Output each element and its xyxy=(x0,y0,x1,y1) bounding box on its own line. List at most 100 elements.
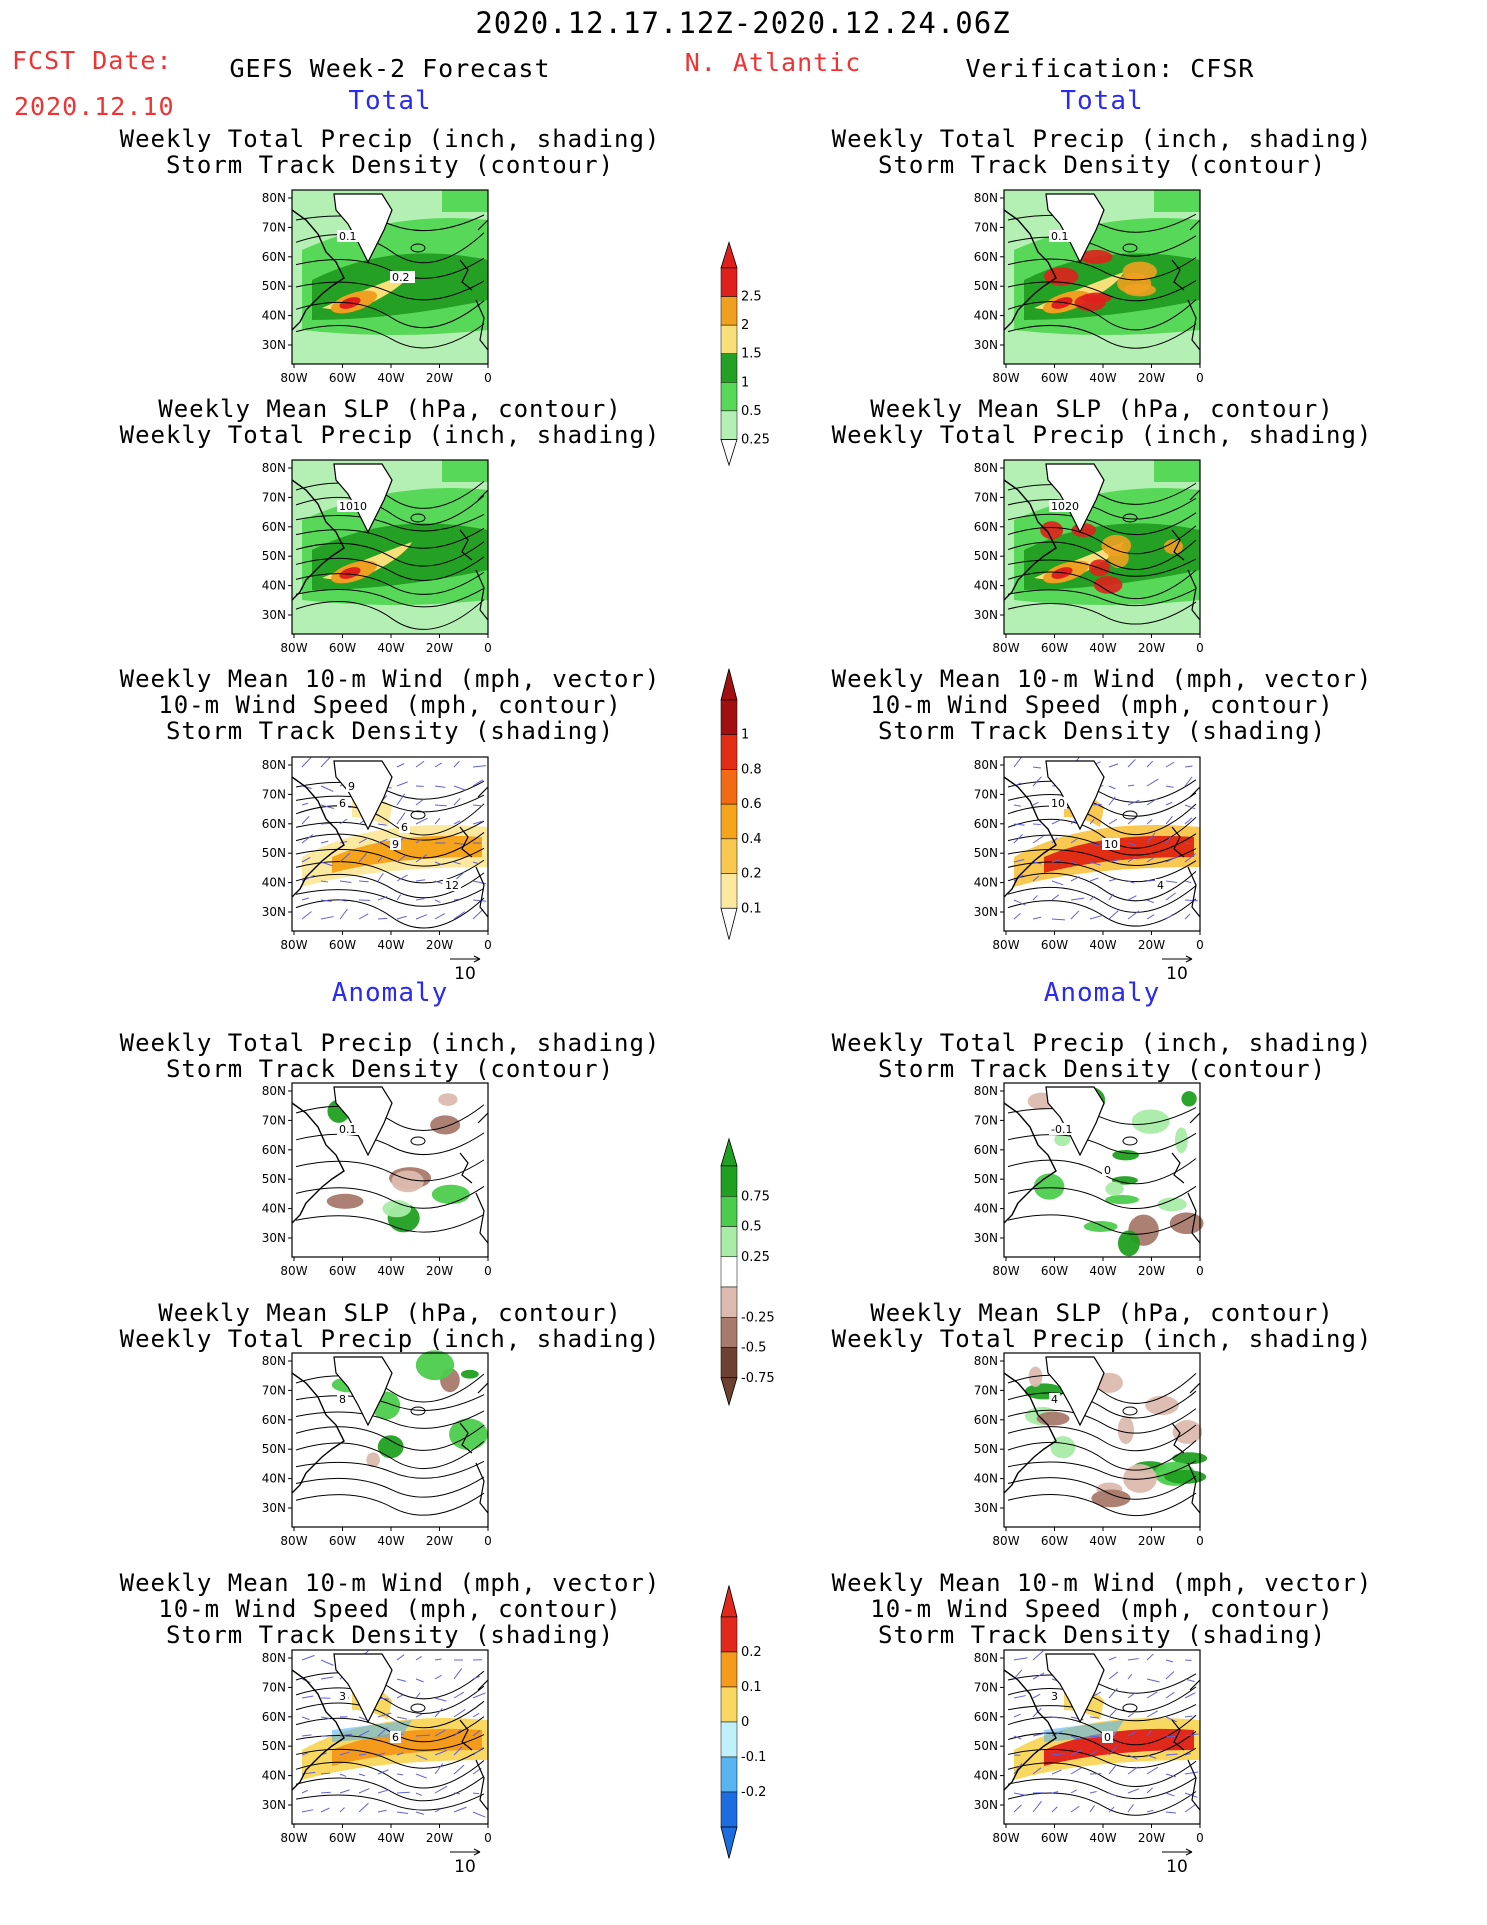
wind-vector xyxy=(1051,1806,1058,1813)
lat-tick-label: 80N xyxy=(974,1651,998,1665)
wind-vector xyxy=(434,817,441,825)
anomaly-shading-blob xyxy=(1157,1197,1187,1212)
contour-label-bg xyxy=(346,780,357,792)
colorbar-label: -0.2 xyxy=(741,1785,766,1800)
colorbar-top-arrow xyxy=(720,1585,738,1618)
contour-label: 9 xyxy=(348,780,355,793)
wind-vector xyxy=(377,1727,388,1737)
greenland-outline xyxy=(333,463,393,534)
contour-line xyxy=(1007,525,1197,555)
contour-line xyxy=(1007,213,1197,233)
wind-vector xyxy=(472,1675,480,1680)
wind-vector xyxy=(396,1791,410,1794)
lat-tick-label: 60N xyxy=(262,520,286,534)
wind-vector xyxy=(396,1678,407,1682)
precip-shading-cell xyxy=(1101,534,1132,557)
precip-shading-ne xyxy=(442,460,488,482)
anomaly-shading-blob xyxy=(1111,1176,1138,1185)
wind-vector xyxy=(472,880,487,885)
greenland-outline xyxy=(333,760,393,831)
wind-vector xyxy=(415,1656,422,1661)
track-shading-inner xyxy=(1044,835,1194,873)
greenland-outline xyxy=(333,1086,393,1157)
panel-title-slp_precip-total-right-line1: Weekly Mean SLP (hPa, contour) xyxy=(870,395,1334,423)
wind-vector xyxy=(377,838,388,844)
wind-vector xyxy=(1051,1753,1066,1756)
wind-vector xyxy=(453,1806,467,1813)
map-panel-p2_left: 1010 80N 70N 60N 50N 40N 30N 80W 60W 40W 20W 0 xyxy=(262,459,492,655)
wind-vector xyxy=(1070,897,1085,901)
contour-label-bg xyxy=(1102,838,1120,850)
europe-coastline xyxy=(459,219,489,351)
wind-vector xyxy=(434,762,443,768)
lon-tick-label: 20W xyxy=(1138,1831,1165,1845)
wind-vector xyxy=(1184,899,1198,902)
wind-vector xyxy=(1184,880,1192,884)
wind-vector xyxy=(434,1697,447,1702)
contour-line xyxy=(1007,1424,1197,1452)
wind-vector xyxy=(415,798,424,806)
wind-vector xyxy=(358,837,369,844)
map-panel-p4_left: 0.1 80N 70N 60N 50N 40N 30N 80W 60W 40W 20W 0 xyxy=(262,1082,492,1278)
lat-tick-label: 70N xyxy=(262,1680,286,1694)
wind-vector xyxy=(434,1708,443,1718)
panel-title-wind_track-total-right-line2: 10-m Wind Speed (mph, contour) xyxy=(870,691,1334,719)
colorbar-segment xyxy=(720,699,738,735)
wind-vector xyxy=(1070,861,1078,865)
contour-line xyxy=(1007,539,1197,570)
contour-line xyxy=(295,571,485,595)
wind-vector xyxy=(1089,1805,1095,1813)
wind-vector xyxy=(1146,760,1154,768)
wind-vector xyxy=(339,880,352,884)
wind-vector xyxy=(453,1746,463,1756)
contour-line xyxy=(295,495,485,526)
map-panel-p1_right: 0.1 80N 70N 60N 50N 40N 30N 80W 60W 40W 20W 0 xyxy=(974,189,1204,385)
wind-vector xyxy=(415,1792,423,1796)
lat-tick-label: 40N xyxy=(974,579,998,593)
wind-vector xyxy=(377,1769,389,1775)
europe-coastline xyxy=(459,1679,489,1811)
wind-vector xyxy=(377,1789,390,1794)
wind-vector xyxy=(434,1750,447,1756)
wind-vector xyxy=(1108,1687,1118,1699)
colorbar-label: 1.5 xyxy=(741,347,762,362)
wind-vector xyxy=(1108,1792,1117,1797)
wind-vector xyxy=(396,1694,403,1699)
wind-vector xyxy=(415,854,428,863)
wind-vector xyxy=(1032,1693,1041,1699)
wind-vector xyxy=(453,1709,466,1718)
contour-line xyxy=(1007,1791,1197,1816)
lon-tick-label: 0 xyxy=(1196,1264,1204,1278)
lon-tick-label: 40W xyxy=(1089,641,1116,655)
wind-vector xyxy=(301,1809,314,1813)
colorbar-segment xyxy=(720,1286,738,1318)
lat-tick-label: 60N xyxy=(262,1413,286,1427)
precip-shading-ne xyxy=(442,190,488,212)
wind-vector xyxy=(396,781,408,787)
colorbar-segment xyxy=(720,410,738,440)
wind-vector xyxy=(1127,1712,1134,1718)
north-america-coastline xyxy=(291,479,345,601)
wind-vector xyxy=(472,1811,486,1818)
wind-vector xyxy=(472,1747,484,1756)
lon-tick-label: 0 xyxy=(484,371,492,385)
europe-coastline xyxy=(1171,1382,1201,1514)
wind-vector xyxy=(1184,817,1193,825)
colorbar-segment xyxy=(720,734,738,770)
wind-vector xyxy=(1089,914,1103,920)
map-background xyxy=(292,1083,488,1257)
wind-vector xyxy=(396,1773,404,1776)
wind-vector xyxy=(1051,880,1064,886)
wind-vector xyxy=(396,793,406,806)
vector-scale-label: 10 xyxy=(1166,964,1188,984)
wind-vector xyxy=(1013,804,1021,807)
map-panel-p3_right: 10 10 4 80N 70N 60N 50N 40N 30N 80W 60W 40W 20W 0 10 xyxy=(974,756,1204,984)
anomaly-shading-blob xyxy=(1091,1489,1131,1508)
wind-vector xyxy=(1032,1650,1044,1661)
map-frame xyxy=(1003,1082,1201,1258)
contour-line xyxy=(1007,497,1197,520)
wind-vector xyxy=(1108,1656,1117,1661)
precip-shading-cell xyxy=(1079,249,1113,264)
wind-vector xyxy=(434,880,443,885)
wind-vector xyxy=(453,861,461,865)
